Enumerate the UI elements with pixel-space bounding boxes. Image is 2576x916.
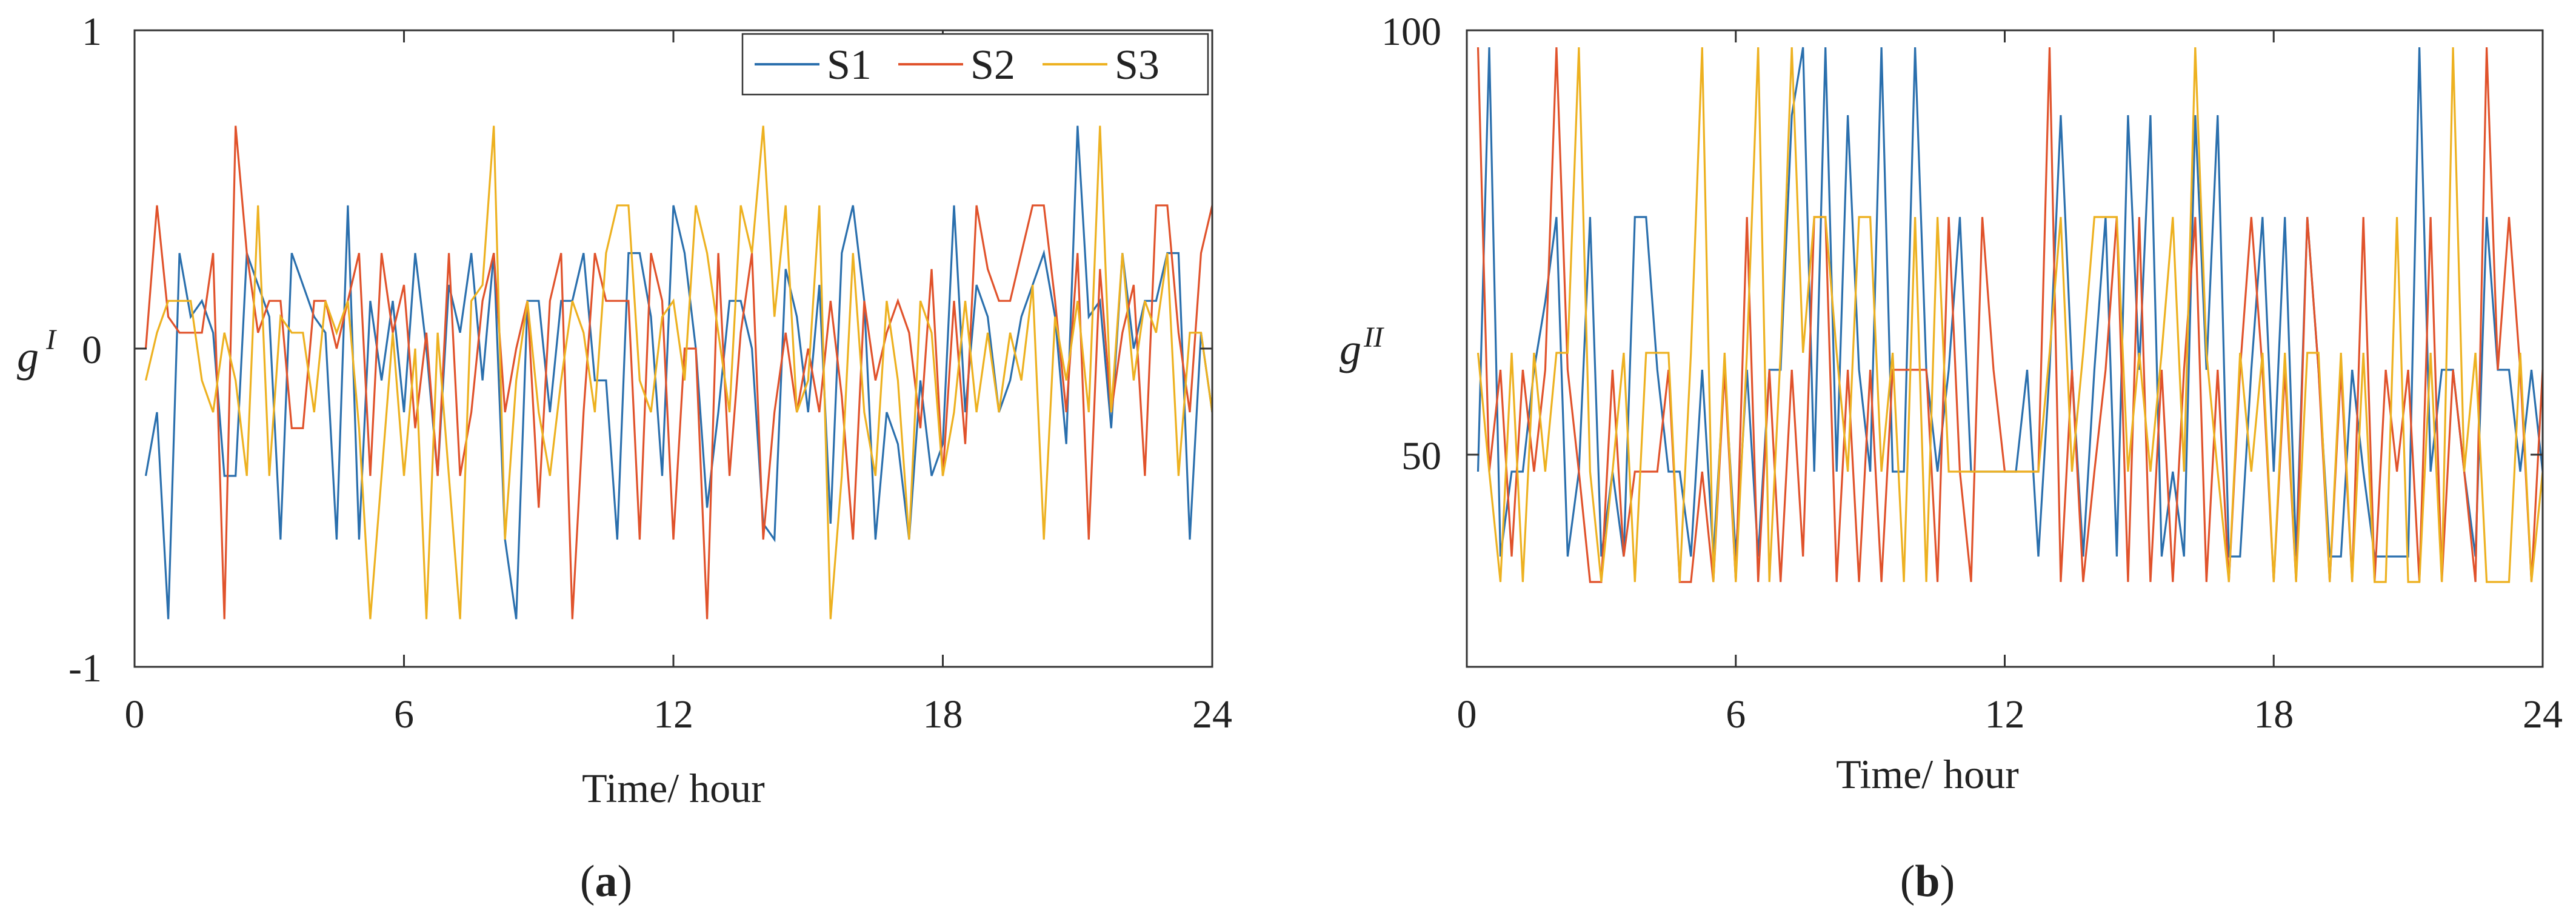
panel-b-y-axis-label: gII [1340,321,1384,373]
x-tick-label: 18 [923,692,963,737]
y-tick-label: 50 [1401,434,1441,478]
panel-b-plot-frame [1466,29,2544,668]
panel-b-series-s3-line [1477,47,2544,583]
x-tick-label: 12 [653,692,693,737]
panel-a-caption: (a) [580,857,632,906]
panel-b-caption: (b) [1900,857,1955,906]
panel-a-series-s1-line [144,125,1213,620]
panel-a-series-s3-line [144,125,1213,620]
x-tick-label: 18 [2254,692,2294,737]
panel-b-series-s1-line [1477,47,2544,558]
panel-b-series-group [1477,47,2544,583]
panel-b-x-axis-label: Time/ hour [1836,751,2019,797]
y-tick-label: -1 [68,646,102,690]
panel-b-series-s2-line [1477,47,2544,583]
panel-a-x-axis-label: Time/ hour [582,765,765,811]
panel-a-series-group [144,125,1213,620]
x-tick-label: 0 [125,692,145,737]
panel-a-ticks: 0 6 12 18 24 1 0 -1 [68,10,1232,737]
x-tick-label: 12 [1985,692,2025,737]
panel-b-chart: 0 6 12 18 24 100 50 gII Time/ hour (b) [1340,10,2563,906]
legend-label-s3: S3 [1115,42,1160,89]
legend-label-s2: S2 [970,42,1015,89]
x-tick-label: 24 [2523,692,2563,737]
y-tick-label: 1 [82,10,102,54]
panel-a-series-s2-line [144,125,1213,620]
legend-label-s1: S1 [827,42,872,89]
x-tick-label: 24 [1192,692,1232,737]
panel-a-legend: S1 S2 S3 [741,33,1209,96]
panel-b-ticks: 0 6 12 18 24 100 50 [1381,10,2563,737]
x-tick-label: 6 [1726,692,1746,737]
x-tick-label: 0 [1457,692,1477,737]
y-tick-label: 100 [1381,10,1441,54]
y-tick-label: 0 [82,328,102,372]
panel-a-plot-frame [133,29,1213,668]
legend-box [741,33,1209,96]
x-tick-label: 6 [394,692,414,737]
